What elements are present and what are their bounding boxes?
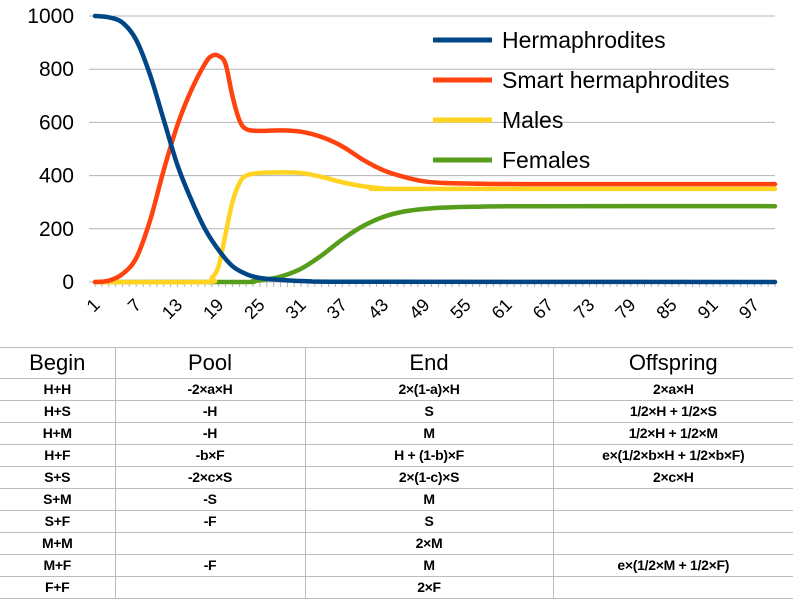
cell-end: M [304, 422, 554, 445]
column-header-pool: Pool [114, 347, 306, 379]
table-row: S+S -2×c×S 2×(1-c)×S 2×c×H [0, 466, 793, 489]
table-row: S+F -F S [0, 510, 793, 533]
cell-pool: -H [114, 422, 306, 445]
cell-begin: S+S [0, 466, 116, 489]
table-row: M+M 2×M [0, 532, 793, 555]
x-tick-label: 55 [446, 295, 474, 323]
cell-pool: -H [114, 400, 306, 423]
cell-end: 2×(1-c)×S [304, 466, 554, 489]
cell-begin: F+F [0, 576, 116, 599]
x-tick-label: 85 [652, 295, 680, 323]
x-tick-label: 37 [323, 295, 351, 323]
table-row: F+F 2×F [0, 576, 793, 599]
x-tick-label: 19 [199, 295, 227, 323]
cell-offspring [552, 532, 793, 555]
series-line-males [92, 170, 778, 285]
x-tick-label: 25 [240, 295, 268, 323]
cell-begin: H+S [0, 400, 116, 423]
cell-offspring: 1/2×H + 1/2×M [552, 422, 793, 445]
y-tick-label: 0 [62, 271, 74, 294]
cell-pool: -F [114, 510, 306, 533]
y-tick-label: 1000 [27, 5, 74, 28]
cell-pool: -2×a×H [114, 378, 306, 401]
y-tick-label: 400 [39, 165, 74, 188]
cell-offspring: 2×a×H [552, 378, 793, 401]
cell-offspring: 2×c×H [552, 466, 793, 489]
cell-pool: -b×F [114, 444, 306, 467]
y-tick-label: 600 [39, 111, 74, 134]
cell-end: S [304, 400, 554, 423]
cell-begin: S+M [0, 488, 116, 511]
cell-end: 2×M [304, 532, 554, 555]
x-tick-label: 97 [735, 295, 763, 323]
cell-pool: -2×c×S [114, 466, 306, 489]
y-tick-label: 800 [39, 58, 74, 81]
column-header-offspring: Offspring [552, 347, 793, 379]
y-tick-label: 200 [39, 218, 74, 241]
x-tick-label: 49 [405, 295, 433, 323]
x-tick-label: 1 [83, 295, 104, 316]
cell-pool [114, 532, 306, 555]
series-lines [92, 13, 778, 285]
cell-begin: H+H [0, 378, 116, 401]
cell-offspring [552, 576, 793, 599]
cell-pool: -F [114, 554, 306, 577]
cell-begin: H+M [0, 422, 116, 445]
x-tick-label: 73 [570, 295, 598, 323]
series-line-smart-hermaphrodites [92, 52, 778, 285]
x-tick-label: 67 [529, 295, 557, 323]
cell-end: 2×(1-a)×H [304, 378, 554, 401]
cell-offspring: 1/2×H + 1/2×S [552, 400, 793, 423]
cell-offspring [552, 488, 793, 511]
table-row: H+M -H M 1/2×H + 1/2×M [0, 422, 793, 445]
x-tick-label: 91 [694, 295, 722, 323]
cell-pool: -S [114, 488, 306, 511]
population-line-chart: 0 200 400 600 800 1000 1 7 13 19 25 31 37 43 49 55 61 67 7… [27, 5, 778, 323]
column-header-begin: Begin [0, 347, 116, 379]
series-line-hermaphrodites [92, 13, 778, 285]
cell-end: M [304, 488, 554, 511]
cell-begin: M+M [0, 532, 116, 555]
x-tick-label: 31 [282, 295, 310, 323]
legend-label-males: Males [502, 107, 563, 133]
grid-lines [89, 15, 775, 283]
x-tick-label: 13 [158, 295, 186, 323]
cell-begin: M+F [0, 554, 116, 577]
cell-offspring [552, 510, 793, 533]
cell-end: M [304, 554, 554, 577]
table-row: H+F -b×F H + (1-b)×F e×(1/2×b×H + 1/2×b×F) [0, 444, 793, 467]
x-tick-label: 79 [611, 295, 639, 323]
cell-offspring: e×(1/2×b×H + 1/2×b×F) [552, 444, 793, 467]
cell-begin: S+F [0, 510, 116, 533]
table-header-row: Begin Pool End Offspring [0, 347, 793, 379]
cell-end: H + (1-b)×F [304, 444, 554, 467]
legend: Hermaphrodites Smart hermaphrodites Males F… [433, 27, 730, 173]
legend-label-smart-hermaphrodites: Smart hermaphrodites [502, 67, 730, 93]
cell-end: S [304, 510, 554, 533]
x-tick-label: 43 [364, 295, 392, 323]
cell-pool [114, 576, 306, 599]
cell-begin: H+F [0, 444, 116, 467]
table-row: H+H -2×a×H 2×(1-a)×H 2×a×H [0, 378, 793, 401]
cell-end: 2×F [304, 576, 554, 599]
legend-label-hermaphrodites: Hermaphrodites [502, 27, 666, 53]
table-row: S+M -S M [0, 488, 793, 511]
x-tick-label: 7 [124, 295, 145, 316]
series-line-females [92, 203, 778, 285]
x-tick-label: 61 [488, 295, 516, 323]
table-row: H+S -H S 1/2×H + 1/2×S [0, 400, 793, 423]
transition-table: Begin Pool End Offspring H+H -2×a×H 2×(1-a)×H… [0, 347, 793, 599]
legend-label-females: Females [502, 147, 590, 173]
cell-offspring: e×(1/2×M + 1/2×F) [552, 554, 793, 577]
column-header-end: End [304, 347, 554, 379]
